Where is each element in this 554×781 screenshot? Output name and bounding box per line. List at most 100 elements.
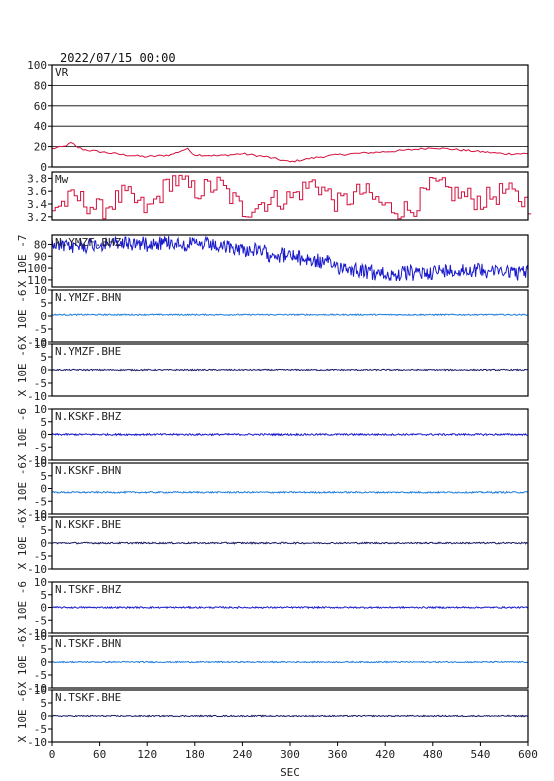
y-tick-label: 5 <box>40 589 47 602</box>
series-line-ymzf-bhe <box>51 368 529 372</box>
y-axis-unit-label: X 10E -6 <box>16 344 29 397</box>
y-tick-label: 100 <box>27 262 47 275</box>
x-tick-label: 360 <box>328 748 348 761</box>
y-tick-label: 60 <box>34 100 47 113</box>
y-tick-label: -5 <box>34 441 47 454</box>
y-tick-label: 3.8 <box>27 172 47 185</box>
x-tick-label: 180 <box>185 748 205 761</box>
y-tick-label: 90 <box>34 250 47 263</box>
y-tick-label: -5 <box>34 377 47 390</box>
y-tick-label: 0 <box>40 602 47 615</box>
y-tick-label: 0 <box>40 161 47 174</box>
y-tick-label: 3.6 <box>27 185 47 198</box>
y-tick-label: -10 <box>27 508 47 521</box>
y-tick-label: 10 <box>34 511 47 524</box>
panels: 100806040200VR3.83.63.43.2Mw8090100110N.… <box>16 59 532 749</box>
y-tick-label: 80 <box>34 238 47 251</box>
y-tick-label: 5 <box>40 697 47 710</box>
series-line-kskf-bhz <box>51 432 529 437</box>
y-tick-label: 3.4 <box>27 198 47 211</box>
x-axis-label: SEC <box>280 766 300 779</box>
y-tick-label: 5 <box>40 416 47 429</box>
panel-label: N.TSKF.BHN <box>55 637 121 650</box>
y-axis-unit-label: X 10E -6 <box>16 690 29 743</box>
y-tick-label: -10 <box>27 336 47 349</box>
panel-label: Mw <box>55 173 69 186</box>
panel-label: N.TSKF.BHE <box>55 691 121 704</box>
y-tick-label: 20 <box>34 141 47 154</box>
panel-frame <box>51 343 529 397</box>
y-tick-label: -10 <box>27 454 47 467</box>
x-tick-label: 600 <box>518 748 538 761</box>
y-tick-label: -5 <box>34 323 47 336</box>
y-tick-label: 10 <box>34 576 47 589</box>
series-line-tskf-bhz <box>51 605 529 610</box>
y-axis-unit-label: X 10E -7 <box>16 235 29 288</box>
y-axis-unit-label: X 10E -6 <box>16 636 29 689</box>
y-tick-label: 3.2 <box>27 211 47 224</box>
y-axis-unit-label: X 10E -6 <box>16 517 29 570</box>
panel-frame <box>51 64 529 168</box>
y-tick-label: 0 <box>40 710 47 723</box>
panel-label: N.KSKF.BHE <box>55 518 121 531</box>
y-tick-label: 10 <box>34 338 47 351</box>
y-tick-label: 10 <box>34 630 47 643</box>
x-tick-label: 0 <box>49 748 56 761</box>
y-tick-label: 10 <box>34 284 47 297</box>
panel-vr: 100 80 60 40 20 0 VR <box>27 59 529 174</box>
panel-frame <box>51 462 529 515</box>
x-tick-label: 120 <box>137 748 157 761</box>
x-axis: 0 60 120 180 240 300 360 420 480 540 600 <box>49 742 538 761</box>
y-axis-unit-label: X 10E -6 <box>16 408 29 461</box>
panel-label: N.TSKF.BHZ <box>55 583 122 596</box>
y-tick-label: 0 <box>40 656 47 669</box>
panel-label: N.KSKF.BHN <box>55 464 121 477</box>
panel-frame <box>51 408 529 461</box>
y-tick-label: 0 <box>40 364 47 377</box>
panel-label: N.YMZF.BHE <box>55 345 121 358</box>
panel-label: VR <box>55 66 69 79</box>
y-tick-label: 0 <box>40 429 47 442</box>
y-tick-label: 80 <box>34 79 47 92</box>
y-tick-label: 10 <box>34 684 47 697</box>
series-line-vr <box>51 141 529 163</box>
panel-frame <box>51 171 529 221</box>
x-tick-label: 300 <box>280 748 300 761</box>
panel-frame <box>51 234 529 288</box>
y-tick-label: -5 <box>34 550 47 563</box>
y-tick-label: 5 <box>40 643 47 656</box>
y-tick-label: -10 <box>27 682 47 695</box>
x-tick-label: 480 <box>423 748 443 761</box>
panel-mw: 3.83.63.43.2 Mw <box>27 171 532 224</box>
x-tick-label: 60 <box>93 748 106 761</box>
datetime-title: 2022/07/15 00:00 <box>60 51 176 65</box>
panel-frame <box>51 289 529 343</box>
panel-label: N.YMZF.BHN <box>55 291 121 304</box>
y-tick-label: -5 <box>34 495 47 508</box>
y-tick-label: -10 <box>27 563 47 576</box>
x-tick-label: 240 <box>232 748 252 761</box>
x-tick-label: 420 <box>375 748 395 761</box>
series-line-mw <box>52 174 532 220</box>
y-tick-label: -5 <box>34 614 47 627</box>
series-line-ymzf-bhz <box>51 235 529 282</box>
y-tick-label: 5 <box>40 351 47 364</box>
y-tick-label: -5 <box>34 669 47 682</box>
y-tick-label: -10 <box>27 627 47 640</box>
y-tick-label: -10 <box>27 390 47 403</box>
y-axis-unit-label: X 10E -6 <box>16 581 29 634</box>
x-tick-label: 540 <box>470 748 490 761</box>
series-line-kskf-bhn <box>51 490 529 495</box>
y-tick-label: 0 <box>40 537 47 550</box>
panel-label: N.KSKF.BHZ <box>55 410 122 423</box>
series-line-tskf-bhe <box>52 714 529 718</box>
y-tick-label: 0 <box>40 483 47 496</box>
